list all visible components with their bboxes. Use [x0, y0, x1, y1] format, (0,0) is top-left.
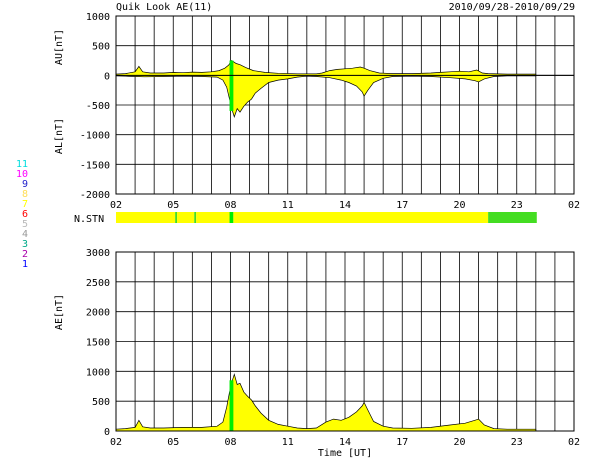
ae-ytick-label: 2000 [86, 308, 110, 319]
legend-item: 2 [21, 249, 28, 260]
auel-values_al-area [115, 74, 537, 119]
ae-values_ae-area [115, 373, 537, 432]
ae-ytick-label: 2500 [86, 278, 110, 289]
legend-item: 9 [21, 179, 28, 190]
auel-ytick-label: -500 [86, 101, 110, 112]
auel-frame [115, 15, 575, 195]
legend-item: 3 [21, 239, 28, 250]
ae-ytick-label: 500 [92, 397, 110, 408]
station-segment [233, 212, 489, 223]
ae-ytick-label: 3000 [86, 248, 110, 259]
al-axis-label: AL[nT] [54, 118, 65, 154]
ae-xtick-label: 11 [282, 437, 294, 448]
station-segment [175, 212, 178, 223]
ae-xtick-label: 14 [339, 437, 351, 448]
auel-ytick-label: -2000 [80, 190, 110, 201]
auel-values_au-area [115, 60, 537, 76]
auel-xtick-label: 11 [282, 200, 294, 211]
ae-axis-label: AE[nT] [54, 294, 65, 330]
auel-xtick-label: 14 [339, 200, 351, 211]
station-segment [177, 212, 195, 223]
station-segment [194, 212, 197, 223]
ae-highlight [229, 380, 234, 431]
auel-highlight [229, 75, 234, 111]
ae-ytick-label: 1000 [86, 367, 110, 378]
ae-ytick-label: 1500 [86, 338, 110, 349]
auel-xtick-label: 05 [167, 200, 179, 211]
legend-item: 5 [21, 219, 28, 230]
date-range: 2010/09/28-2010/09/29 [449, 2, 575, 13]
legend-item: 10 [15, 169, 28, 180]
auel-xtick-label: 08 [224, 200, 236, 211]
legend-item: 7 [21, 199, 28, 210]
chart-title: Quik Look AE(11) [116, 2, 212, 13]
station-segment [229, 212, 234, 223]
station-count-label: N.STN [74, 214, 104, 225]
auel-ytick-label: -1500 [80, 160, 110, 171]
station-count-bar [116, 212, 537, 223]
legend-item: 8 [21, 189, 28, 200]
ae-xtick-label: 08 [224, 437, 236, 448]
auel-xtick-label: 02 [110, 200, 122, 211]
legend-item: 1 [21, 259, 28, 270]
auel-xtick-label: 17 [396, 200, 408, 211]
ae-xtick-label: 23 [511, 437, 523, 448]
ae-xtick-label: 17 [396, 437, 408, 448]
station-legend: 11 10 9 8 7 6 5 4 3 2 1 [4, 160, 28, 270]
station-segment [196, 212, 230, 223]
auel-ytick-label: -1000 [80, 131, 110, 142]
legend-item: 6 [21, 209, 28, 220]
legend-item: 4 [21, 229, 28, 240]
x-axis-label: Time [UT] [318, 448, 372, 459]
ae-xtick-label: 02 [568, 437, 580, 448]
ae-xtick-label: 20 [453, 437, 465, 448]
auel-xtick-label: 02 [568, 200, 580, 211]
auel-ytick-label: 0 [104, 71, 110, 82]
ae-frame [115, 251, 575, 432]
station-segment [116, 212, 176, 223]
auel-ytick-label: 1000 [86, 12, 110, 23]
auel-xtick-label: 23 [511, 200, 523, 211]
station-segment [488, 212, 537, 223]
ae-xtick-label: 02 [110, 437, 122, 448]
ae-ytick-label: 0 [104, 427, 110, 438]
auel-highlight [229, 60, 234, 76]
auel-xtick-label: 20 [453, 200, 465, 211]
auel-ytick-label: 500 [92, 42, 110, 53]
au-axis-label: AU[nT] [54, 29, 65, 65]
ae-xtick-label: 05 [167, 437, 179, 448]
legend-item: 11 [15, 159, 28, 170]
